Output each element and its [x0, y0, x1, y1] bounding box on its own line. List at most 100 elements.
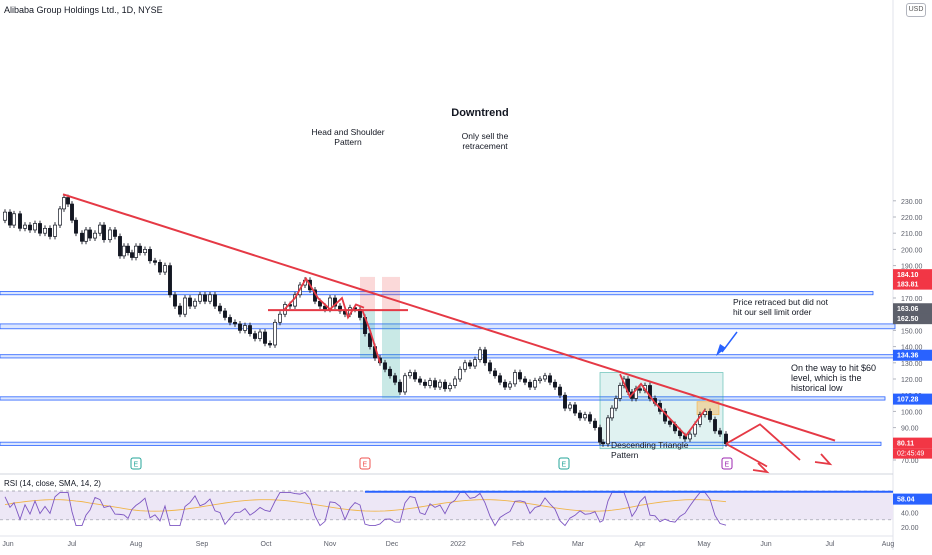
- currency-button[interactable]: USD: [906, 3, 926, 17]
- candle-body: [143, 249, 147, 253]
- annotation-head-shoulder: Head and Shoulder Pattern: [311, 127, 385, 147]
- candle-body: [483, 349, 487, 364]
- candle-body: [233, 321, 237, 325]
- candle-body: [418, 378, 422, 383]
- price-label-text: 184.10: [897, 272, 919, 279]
- candle-body: [23, 224, 27, 229]
- candle-body: [43, 227, 47, 234]
- time-axis-label: Jul: [826, 541, 835, 548]
- candle-body: [218, 305, 222, 312]
- candle-body: [153, 260, 157, 263]
- candle-body: [228, 317, 232, 323]
- candle-body: [62, 197, 66, 210]
- candle-body: [18, 213, 22, 229]
- rsi-line: [4, 491, 727, 527]
- candle-body: [438, 381, 442, 388]
- candle-body: [208, 294, 212, 302]
- time-axis-label: Apr: [635, 541, 647, 548]
- candle-body: [138, 245, 142, 253]
- candle-body: [178, 305, 182, 315]
- candle-body: [70, 203, 74, 221]
- breakdown-path: [361, 309, 381, 364]
- candle-body: [248, 325, 252, 334]
- candle-body: [263, 331, 267, 344]
- projection-arrowhead: [814, 453, 833, 466]
- price-tick-label: 170.00: [901, 296, 923, 303]
- rsi-indicator-label[interactable]: RSI (14, close, SMA, 14, 2): [4, 479, 101, 488]
- price-tick-label: 90.00: [901, 426, 919, 433]
- price-tick-label: 120.00: [901, 377, 923, 384]
- candle-body: [113, 229, 117, 237]
- candle-body: [48, 227, 52, 237]
- candle-body: [278, 313, 282, 323]
- candle-body: [148, 249, 152, 262]
- candle-body: [473, 359, 477, 367]
- projection-path: [725, 443, 768, 468]
- candle-body: [383, 362, 387, 370]
- price-label-text: 80.11: [897, 441, 914, 448]
- sell-limit-zone: [696, 401, 720, 416]
- candle-body: [163, 265, 167, 273]
- earnings-marker: [721, 457, 733, 470]
- short-position-risk-box: [360, 276, 375, 310]
- candle-body: [678, 430, 682, 437]
- time-axis-label: May: [697, 541, 711, 548]
- candle-body: [80, 232, 84, 242]
- time-axis-label: Jun: [2, 541, 13, 548]
- candle-body: [688, 433, 692, 440]
- candle-body: [523, 378, 527, 383]
- time-axis-label: Jul: [68, 541, 77, 548]
- annotation-target-level: On the way to hit $60 level, which is th…: [791, 363, 877, 393]
- price-tick-label: 230.00: [901, 199, 923, 206]
- price-tick-label: 210.00: [901, 231, 923, 238]
- candle-body: [458, 368, 462, 380]
- candle-body: [173, 294, 177, 307]
- candle-body: [33, 223, 37, 231]
- candle-body: [12, 213, 16, 226]
- candle-body: [606, 417, 610, 445]
- earnings-marker-letter: E: [363, 462, 368, 469]
- candle-body: [568, 404, 572, 409]
- price-tick-label: 100.00: [901, 409, 923, 416]
- price-tick-label: 70.00: [901, 458, 919, 465]
- candle-body: [478, 349, 482, 360]
- earnings-marker-letter: E: [725, 462, 730, 469]
- price-tick-label: 150.00: [901, 328, 923, 335]
- price-tick-label: 140.00: [901, 345, 923, 352]
- candle-body: [443, 381, 447, 390]
- candle-body: [84, 229, 88, 242]
- candle-body: [413, 372, 417, 380]
- callout-arrowhead: [716, 344, 726, 356]
- candle-body: [268, 343, 272, 346]
- candle-body: [573, 404, 577, 414]
- time-axis-label: Aug: [130, 541, 143, 548]
- price-label: [893, 393, 932, 405]
- time-axis-label: Aug: [882, 541, 895, 548]
- candle-body: [538, 378, 542, 381]
- candle-body: [93, 232, 97, 239]
- candle-body: [122, 245, 126, 257]
- earnings-marker: [558, 457, 570, 470]
- time-axis-label: Feb: [512, 541, 524, 548]
- candle-body: [188, 297, 192, 307]
- candle-body: [503, 381, 507, 388]
- price-label: [893, 313, 932, 325]
- candle-body: [403, 375, 407, 393]
- candle-body: [38, 223, 42, 234]
- candle-body: [648, 385, 652, 399]
- candle-body: [508, 383, 512, 388]
- candle-body: [58, 208, 62, 226]
- candle-body: [668, 420, 672, 425]
- candle-body: [183, 297, 187, 315]
- time-axis-label: Nov: [324, 541, 337, 548]
- candle-body: [578, 412, 582, 419]
- candle-body: [3, 211, 7, 221]
- resistance-zone: [0, 396, 886, 401]
- time-axis-label: Sep: [196, 541, 209, 548]
- candle-body: [558, 386, 562, 396]
- candle-body: [453, 378, 457, 386]
- price-label-text: 183.81: [897, 282, 919, 289]
- resistance-zone: [0, 441, 882, 446]
